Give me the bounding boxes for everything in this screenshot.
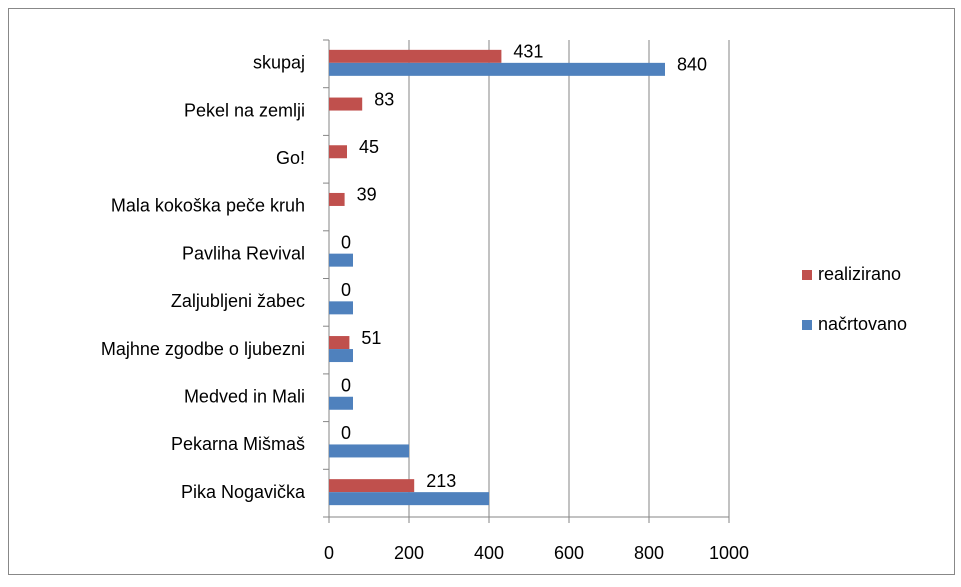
bar [329,97,363,111]
bar [329,62,665,76]
legend-label: realizirano [818,264,901,284]
bar [329,396,353,410]
bar [329,492,489,506]
x-tick-label: 1000 [709,543,749,563]
data-label: 0 [341,280,351,300]
bar [329,479,415,493]
data-label: 51 [361,328,381,348]
y-tick-label: Go! [276,148,305,168]
bar [329,192,345,206]
y-tick-label: skupaj [253,53,305,73]
bar [329,444,409,458]
y-tick-label: Pavliha Revival [182,243,305,263]
x-tick-label: 400 [474,543,504,563]
data-label: 840 [677,55,707,75]
data-label: 431 [513,42,543,62]
y-tick-label: Pekarna Mišmaš [171,434,305,454]
legend-swatch [802,270,812,280]
x-tick-label: 0 [324,543,334,563]
legend-label: načrtovano [818,314,907,334]
chart-frame [8,8,955,575]
x-tick-label: 200 [394,543,424,563]
bar [329,336,350,350]
data-label: 83 [374,89,394,109]
data-label: 45 [359,137,379,157]
bar [329,253,353,267]
y-tick-label: Pekel na zemlji [184,100,305,120]
y-tick-label: Zaljubljeni žabec [171,291,305,311]
data-label: 213 [426,471,456,491]
bar [329,301,353,315]
bar [329,49,502,63]
y-tick-label: Majhne zgodbe o ljubezni [101,339,305,359]
x-tick-label: 800 [634,543,664,563]
data-label: 0 [341,376,351,396]
y-tick-label: Medved in Mali [184,387,305,407]
y-tick-label: Pika Nogavička [181,482,306,502]
bar [329,349,353,363]
data-label: 39 [357,185,377,205]
x-tick-label: 600 [554,543,584,563]
legend-swatch [802,320,812,330]
data-label: 0 [341,232,351,252]
data-label: 0 [341,423,351,443]
bar [329,145,347,159]
y-tick-label: Mala kokoška peče kruh [111,196,305,216]
